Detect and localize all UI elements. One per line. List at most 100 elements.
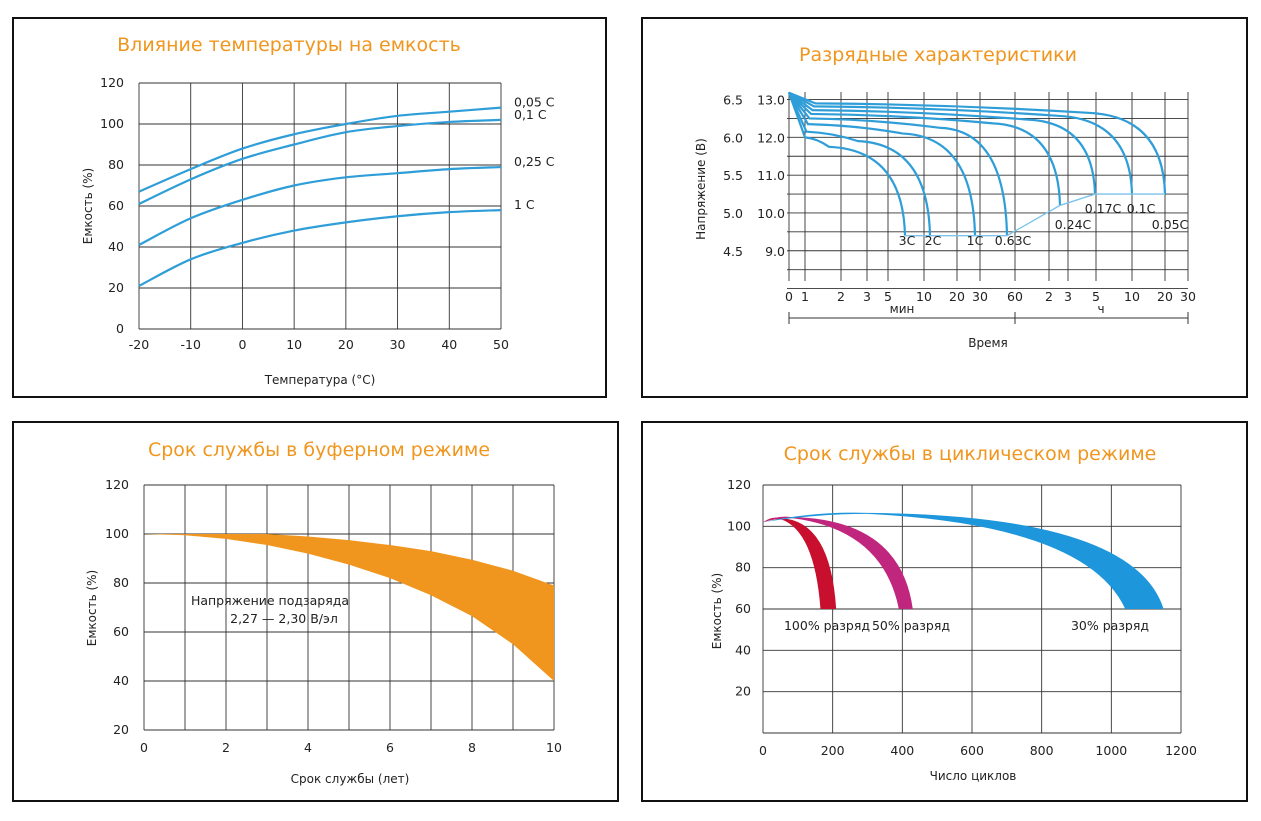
series-line xyxy=(788,92,977,236)
cycle-band xyxy=(763,517,837,609)
band-label: 50% разряд xyxy=(872,618,950,633)
unit-min-label: мин xyxy=(890,302,915,316)
y-tick-label: 80 xyxy=(113,575,129,590)
x-tick-label: 0 xyxy=(238,337,246,352)
float-life-band xyxy=(144,534,554,681)
y-tick-label: 120 xyxy=(100,75,124,90)
y-tick-label-right: 10.0 xyxy=(757,206,785,221)
x-tick-label: 1000 xyxy=(1095,743,1127,758)
y-tick-label: 40 xyxy=(108,239,124,254)
x-tick-label: 800 xyxy=(1030,743,1054,758)
y-axis-label: Напряжение (В) xyxy=(694,138,708,240)
x-tick-label: 4 xyxy=(304,740,312,755)
x-tick-label: 30 xyxy=(390,337,406,352)
y-tick-label-right: 11.0 xyxy=(757,168,785,183)
y-tick-label: 60 xyxy=(113,624,129,639)
y-tick-label-right: 13.0 xyxy=(757,93,785,108)
y-tick-label-left: 5.5 xyxy=(723,168,743,183)
y-tick-label: 80 xyxy=(735,560,751,575)
unit-hour-label: ч xyxy=(1097,302,1104,316)
series-label: 0.05C xyxy=(1152,217,1189,232)
y-tick-label: 20 xyxy=(735,684,751,699)
y-tick-label-right: 12.0 xyxy=(757,130,785,145)
band-label: 100% разряд xyxy=(784,618,870,633)
cycle-band xyxy=(763,516,913,609)
cycle-life-chart: Срок службы в циклическом режиме 0 200 400 6… xyxy=(710,443,1197,783)
x-tick-label: 20 xyxy=(1157,289,1173,304)
x-tick-label: 5 xyxy=(884,289,892,304)
y-tick-label-left: 6.0 xyxy=(723,130,743,145)
y-tick-label: 100 xyxy=(100,116,124,131)
x-axis-label: Число циклов xyxy=(930,769,1017,783)
y-tick-label: 80 xyxy=(108,157,124,172)
series-line xyxy=(787,92,932,236)
y-tick-label: 20 xyxy=(108,280,124,295)
annotation-line-1: Напряжение подзаряда xyxy=(191,593,349,608)
series-label: 3C xyxy=(899,233,916,248)
float-life-panel: Срок службы в буферном режиме 0 2 4 6 8 10 20 40… xyxy=(12,421,619,802)
x-tick-label: 6 xyxy=(386,740,394,755)
series-line xyxy=(788,92,1009,236)
x-tick-label: 600 xyxy=(960,743,984,758)
x-tick-label: 50 xyxy=(493,337,509,352)
y-tick-label: 100 xyxy=(727,518,751,533)
y-tick-label-left: 5.0 xyxy=(723,206,743,221)
x-tick-label: 60 xyxy=(1007,289,1023,304)
series-line xyxy=(138,106,502,193)
series-line xyxy=(138,209,502,287)
x-tick-label: 20 xyxy=(338,337,354,352)
series-label: 0.63C xyxy=(995,233,1032,248)
y-tick-label: 120 xyxy=(727,477,751,492)
x-tick-label: 0 xyxy=(785,289,793,304)
series-label: 0,05 C xyxy=(514,95,555,110)
x-tick-label: -10 xyxy=(181,337,201,352)
x-tick-label: 400 xyxy=(890,743,914,758)
cycle-life-panel: Срок службы в циклическом режиме 0 200 400 6… xyxy=(641,421,1248,802)
series-line xyxy=(788,91,1062,206)
x-tick-label: 0 xyxy=(759,743,767,758)
series-line xyxy=(788,91,1097,195)
x-tick-label: 2 xyxy=(837,289,845,304)
x-axis-label: Срок службы (лет) xyxy=(291,772,410,786)
chart-title: Разрядные характеристики xyxy=(799,44,1077,66)
series-line xyxy=(138,118,502,205)
chart-title: Срок службы в циклическом режиме xyxy=(784,443,1157,465)
y-tick-label: 60 xyxy=(735,601,751,616)
x-tick-label: 2 xyxy=(222,740,230,755)
y-tick-label: 0 xyxy=(116,321,124,336)
series-line xyxy=(787,92,907,236)
series-label: 2C xyxy=(925,233,942,248)
x-axis-label: Температура (°C) xyxy=(264,373,376,387)
x-tick-label: 5 xyxy=(1092,289,1100,304)
series-label: 1C xyxy=(967,233,984,248)
x-tick-label: 1200 xyxy=(1165,743,1197,758)
x-tick-label: 30 xyxy=(1180,289,1196,304)
x-tick-label: 10 xyxy=(916,289,932,304)
y-tick-label: 120 xyxy=(105,477,129,492)
band-label: 30% разряд xyxy=(1071,618,1149,633)
x-tick-label: 8 xyxy=(468,740,476,755)
y-tick-label: 20 xyxy=(113,722,129,737)
y-tick-label: 60 xyxy=(108,198,124,213)
series-label: 0.1C xyxy=(1127,201,1156,216)
y-axis-label: Емкость (%) xyxy=(81,168,95,244)
x-tick-label: 10 xyxy=(546,740,562,755)
x-tick-label: 1 xyxy=(801,289,809,304)
x-tick-label: 30 xyxy=(972,289,988,304)
y-tick-label-right: 9.0 xyxy=(765,244,785,259)
chart-title: Влияние температуры на емкость xyxy=(117,34,461,56)
series-label: 0,1 C xyxy=(514,107,547,122)
x-tick-label: -20 xyxy=(129,337,149,352)
chart-title: Срок службы в буферном режиме xyxy=(148,439,490,461)
end-voltage-line xyxy=(905,193,1165,237)
series-line xyxy=(138,165,502,246)
x-tick-label: 0 xyxy=(140,740,148,755)
y-tick-label-left: 4.5 xyxy=(723,244,743,259)
series-line xyxy=(788,91,1167,195)
discharge-panel: Разрядные характеристики 0 1 2 3 5 10 20 30 60 2 3 5… xyxy=(641,17,1248,398)
x-tick-label: 3 xyxy=(863,289,871,304)
series-label: 0.17C xyxy=(1085,201,1122,216)
cycle-band xyxy=(763,512,1164,609)
y-tick-label: 40 xyxy=(735,642,751,657)
